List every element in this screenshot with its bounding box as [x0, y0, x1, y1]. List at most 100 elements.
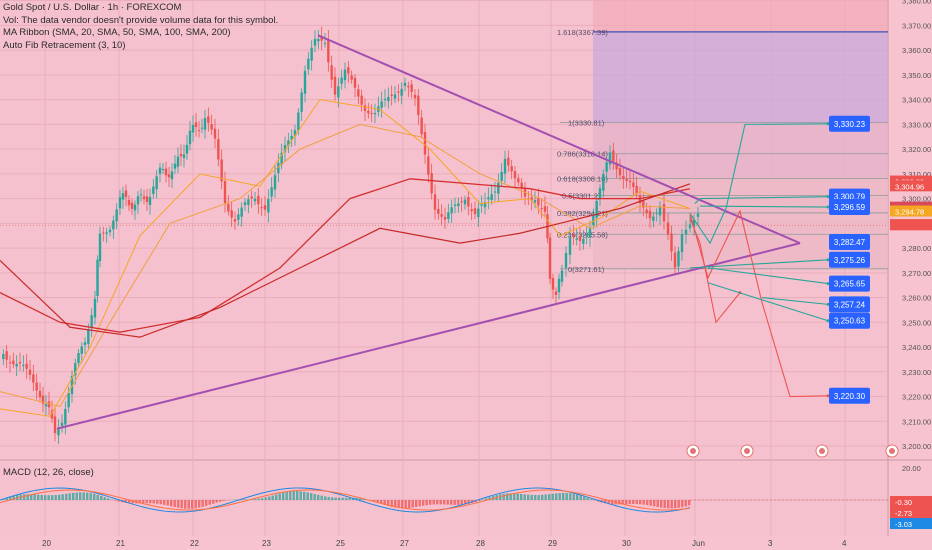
- projection-mid-4-end: [826, 258, 830, 262]
- macd-label[interactable]: MACD (12, 26, close): [3, 467, 94, 478]
- macd-histogram-bar: [632, 500, 635, 505]
- projection-up-2: [694, 196, 829, 204]
- event-icon-dot: [744, 448, 750, 454]
- time-axis-tick: Jun: [692, 539, 705, 548]
- candle: [503, 150, 507, 184]
- macd-histogram-bar: [670, 500, 673, 509]
- candle: [387, 87, 390, 109]
- candle-body: [450, 207, 453, 214]
- candle-body: [347, 67, 350, 74]
- macd-histogram-bar: [103, 497, 106, 500]
- candle: [41, 386, 45, 413]
- macd-histogram-bar: [415, 500, 418, 507]
- candle-body: [407, 85, 410, 88]
- macd-histogram-bar: [520, 494, 523, 500]
- macd-histogram-bar: [488, 497, 491, 500]
- candle-body: [530, 197, 533, 201]
- macd-histogram-bar: [373, 500, 376, 502]
- candle: [483, 192, 487, 215]
- target-label-box: [829, 115, 870, 132]
- candle-body: [413, 94, 417, 99]
- candle-body: [112, 220, 115, 230]
- candle: [207, 107, 210, 132]
- price-axis-tick: 3,240.00: [902, 343, 931, 352]
- candle-body: [133, 204, 137, 211]
- ma-200-line: [0, 183, 691, 338]
- candle-body: [50, 410, 54, 419]
- candle: [666, 213, 670, 240]
- candle-body: [12, 360, 15, 365]
- candle: [400, 82, 403, 105]
- candle-body: [677, 251, 680, 267]
- macd-histogram-bar: [464, 500, 467, 505]
- macd-histogram-bar: [208, 500, 211, 505]
- candle-body: [330, 65, 333, 80]
- macd-histogram-bar: [509, 493, 512, 500]
- macd-histogram-bar: [194, 500, 197, 509]
- candle: [158, 162, 162, 183]
- candle-body: [564, 253, 568, 268]
- candle-body: [548, 237, 552, 279]
- macd-histogram-bar: [656, 500, 659, 507]
- candle-body: [612, 150, 615, 162]
- candle: [684, 220, 688, 244]
- price-label-box: [890, 180, 932, 192]
- macd-histogram-bar: [324, 496, 327, 500]
- candle: [210, 114, 213, 135]
- macd-histogram-bar: [390, 500, 393, 507]
- macd-histogram-bar: [681, 500, 684, 508]
- candle: [2, 349, 5, 366]
- macd-histogram-bar: [569, 493, 572, 500]
- macd-histogram-bar: [296, 491, 299, 500]
- fib-label[interactable]: Auto Fib Retracement (3, 10): [3, 39, 126, 51]
- macd-histogram-bar: [418, 500, 421, 507]
- macd-pane: [0, 462, 888, 536]
- macd-histogram-bar: [166, 500, 169, 506]
- ma-ribbon-label[interactable]: MA Ribbon (SMA, 20, SMA, 50, SMA, 100, S…: [3, 27, 231, 38]
- candle: [447, 203, 450, 224]
- candle: [510, 159, 513, 180]
- candle-body: [115, 209, 118, 222]
- candle: [540, 198, 543, 219]
- candle: [430, 163, 433, 200]
- projection-mid-3-end: [826, 302, 830, 306]
- macd-histogram-bar: [355, 497, 358, 500]
- candle: [692, 214, 696, 236]
- macd-histogram-bar: [163, 500, 166, 505]
- candle: [493, 181, 497, 201]
- candle-body: [176, 156, 180, 167]
- macd-histogram-bar: [205, 500, 208, 506]
- candle-body: [460, 201, 463, 203]
- macd-histogram-bar: [530, 494, 533, 500]
- macd-histogram-bar: [408, 500, 411, 508]
- candle-body: [353, 77, 357, 88]
- candle-body: [317, 38, 320, 42]
- macd-histogram-bar: [306, 492, 309, 500]
- macd-value-box: [890, 507, 932, 518]
- candle: [313, 30, 317, 53]
- macd-histogram-bar: [261, 498, 264, 500]
- price-axis-tick: 3,270.00: [902, 269, 931, 278]
- candle-body: [507, 157, 510, 166]
- candle-body: [233, 219, 237, 222]
- macd-histogram-bar: [100, 495, 103, 500]
- candle-body: [74, 363, 77, 376]
- target-label: 3,282.47: [829, 233, 870, 250]
- price-axis-tick: 3,350.00: [902, 71, 931, 80]
- candle: [403, 77, 407, 92]
- candle: [350, 70, 353, 84]
- macd-histogram-bar: [268, 496, 271, 500]
- macd-histogram-bar: [618, 500, 621, 505]
- candle: [551, 273, 555, 299]
- candle-body: [592, 214, 595, 226]
- candle: [343, 62, 347, 89]
- candle-body: [658, 206, 662, 216]
- candle-body: [551, 278, 555, 290]
- candle-body: [41, 395, 45, 404]
- symbol-title[interactable]: Gold Spot / U.S. Dollar · 1h · FOREXCOM: [3, 2, 182, 13]
- candle: [80, 342, 83, 363]
- candle-body: [67, 392, 70, 408]
- macd-histogram-bar: [131, 500, 134, 504]
- macd-histogram-bar: [607, 500, 610, 504]
- macd-histogram-bar: [320, 495, 323, 500]
